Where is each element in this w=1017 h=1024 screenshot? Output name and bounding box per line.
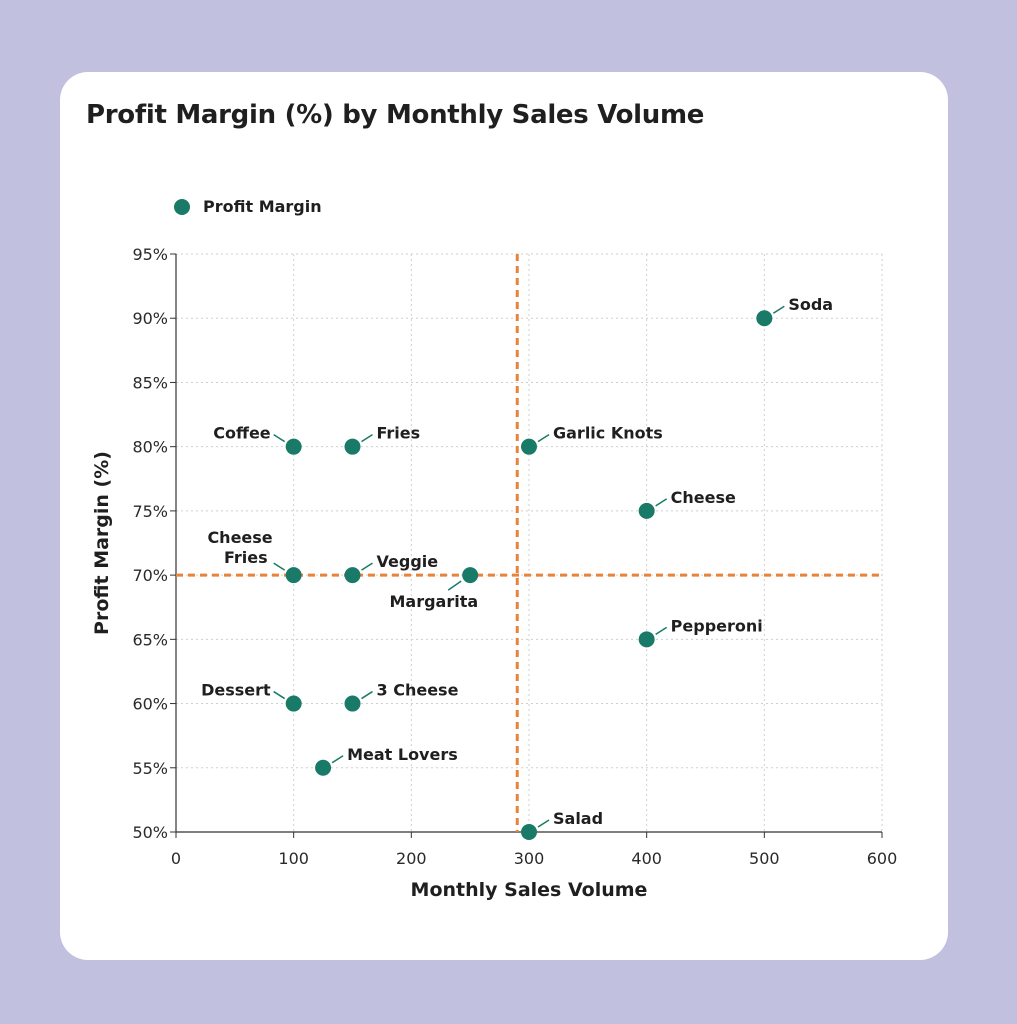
point-label: Meat Lovers (347, 745, 458, 764)
point-leader-line (273, 434, 286, 443)
legend-marker (174, 198, 190, 215)
point-label: Cheese Fries (207, 528, 272, 567)
y-tick-label: 55% (132, 759, 168, 778)
point-leader-line (537, 434, 550, 443)
point-leader-line (273, 562, 286, 571)
data-point (638, 631, 655, 648)
y-tick-label: 60% (132, 695, 168, 714)
point-leader-line (772, 305, 785, 314)
point-leader-line (655, 498, 668, 507)
y-tick-label: 65% (132, 630, 168, 649)
scatter-plot: 50% 55% 60% 65% 70% 75% 80% 85% 90% 95% 0 100 200 300… (91, 245, 898, 901)
x-tick-label: 0 (171, 849, 181, 868)
point-leader-line (361, 562, 373, 571)
point-label: Veggie (377, 552, 439, 571)
data-point (315, 759, 332, 776)
data-point (638, 502, 655, 519)
point-leader-line (331, 755, 344, 764)
point-label: Pepperoni (671, 616, 763, 635)
y-tick-label: 70% (132, 566, 168, 585)
point-label: Garlic Knots (553, 424, 663, 443)
point-leader-line (361, 434, 373, 443)
data-point (285, 567, 302, 584)
y-tick-label: 50% (132, 823, 168, 842)
point-label: 3 Cheese (377, 681, 459, 700)
x-tick-label: 500 (749, 849, 780, 868)
data-point (462, 567, 479, 584)
data-point (756, 310, 773, 327)
point-label: Dessert (201, 681, 271, 700)
chart-title: Profit Margin (%) by Monthly Sales Volum… (86, 100, 705, 130)
point-label: Fries (377, 424, 421, 443)
y-tick-label: 95% (132, 245, 168, 264)
y-axis-title: Profit Margin (%) (91, 451, 113, 635)
x-tick-label: 600 (867, 849, 898, 868)
point-leader-line (447, 580, 462, 591)
x-tick-label: 400 (631, 849, 662, 868)
data-point (521, 438, 537, 455)
y-tick-label: 90% (132, 309, 168, 328)
point-label: Coffee (213, 424, 271, 443)
chart-card: Profit Margin (%) by Monthly Sales Volum… (60, 72, 948, 960)
y-tick-label: 75% (132, 502, 168, 521)
point-leader-line (537, 819, 550, 828)
data-point (285, 695, 302, 712)
point-label: Cheese (671, 488, 736, 507)
point-label: Salad (553, 809, 603, 828)
x-tick-label: 200 (396, 849, 427, 868)
x-tick-label: 100 (278, 849, 309, 868)
point-label: Soda (788, 295, 833, 314)
point-leader-line (655, 626, 668, 635)
data-point (344, 695, 361, 712)
legend-label: Profit Margin (203, 197, 322, 216)
point-leader-line (273, 690, 286, 700)
data-point (285, 438, 302, 455)
point-label: Margarita (389, 592, 478, 611)
x-axis-title: Monthly Sales Volume (411, 879, 648, 901)
y-tick-label: 80% (132, 438, 168, 457)
legend: Profit Margin (174, 197, 322, 216)
data-point (344, 567, 361, 584)
point-leader-line (361, 690, 373, 700)
data-point (344, 438, 361, 455)
x-tick-label: 300 (514, 849, 545, 868)
data-point (521, 824, 537, 840)
y-tick-label: 85% (132, 373, 168, 392)
